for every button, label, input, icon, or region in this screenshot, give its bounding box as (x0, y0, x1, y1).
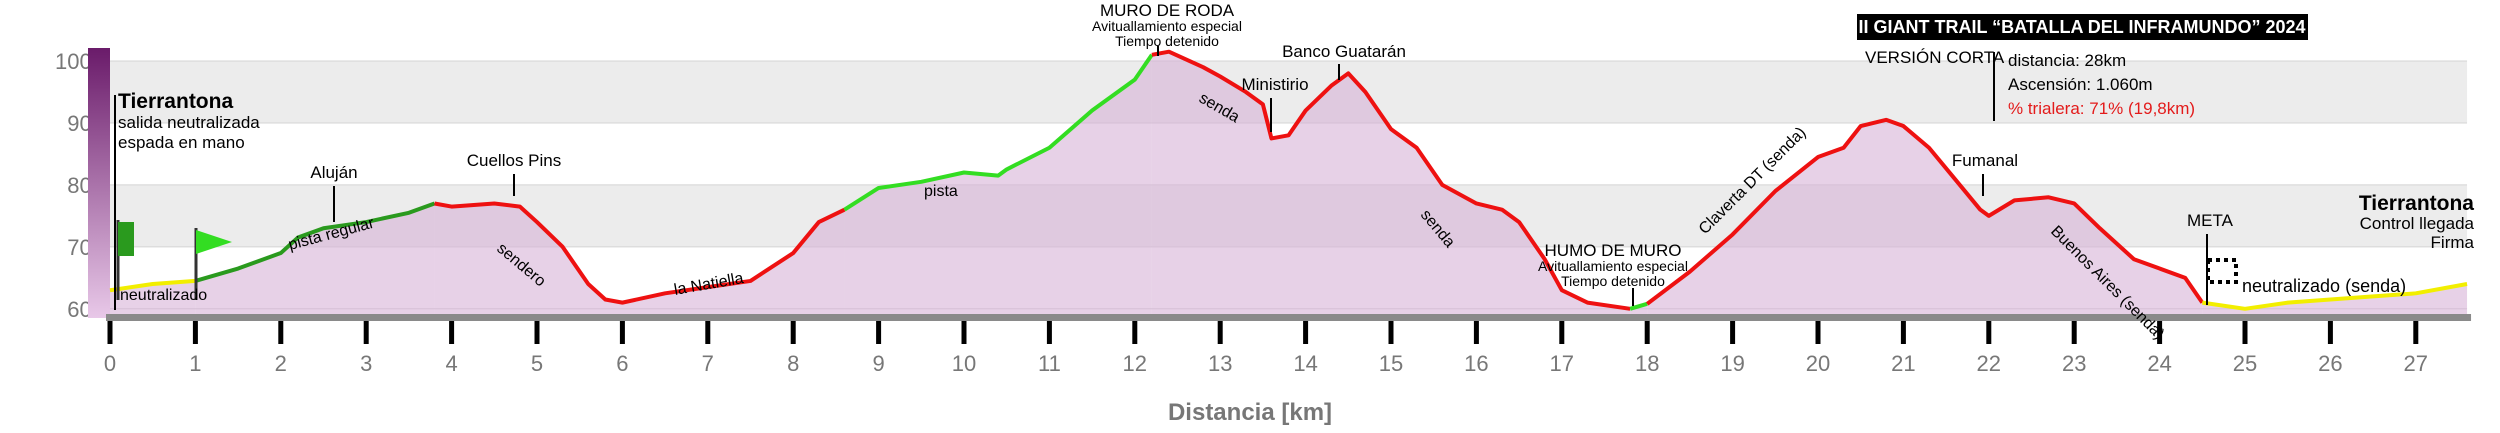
elevation-area (110, 280, 196, 315)
flag (196, 230, 232, 254)
elevation-area (1151, 51, 1631, 316)
info-line: distancia: 28km (2008, 51, 2126, 70)
annotation: Firma (2431, 233, 2475, 252)
x-tick-label: 24 (2147, 351, 2171, 376)
x-axis-bar (106, 314, 2472, 321)
annotation: Avituallamiento especial (1092, 18, 1242, 34)
x-tick-label: 0 (104, 351, 116, 376)
x-tick-label: 9 (872, 351, 884, 376)
x-tick-label: 22 (1977, 351, 2001, 376)
x-tick-label: 18 (1635, 351, 1659, 376)
annotation: MURO DE RODA (1100, 1, 1235, 20)
elevation-line (1151, 49, 1631, 311)
x-tick-label: 11 (1038, 351, 1061, 376)
x-tick-label: 3 (360, 351, 372, 376)
x-tick-label: 27 (2404, 351, 2428, 376)
annotation: Cuellos Pins (467, 151, 562, 170)
segment-label: neutralizado (senda) (2242, 276, 2406, 296)
segment-label: pista (924, 183, 958, 200)
elevation-area (1647, 119, 2203, 315)
annotation: META (2187, 211, 2234, 230)
segment-label: neutralizado (120, 287, 207, 304)
annotation: Avituallamiento especial (1538, 258, 1688, 274)
x-tick-label: 12 (1123, 351, 1147, 376)
elevation-line (194, 201, 436, 283)
x-tick-label: 4 (445, 351, 457, 376)
elevation-line (1645, 117, 2204, 306)
title-box (1857, 14, 2308, 40)
finish-flag (2206, 258, 2238, 284)
x-tick-label: 13 (1208, 351, 1232, 376)
x-tick-label: 15 (1379, 351, 1403, 376)
x-tick-label: 7 (702, 351, 714, 376)
annotation: Aluján (310, 163, 357, 182)
x-tick-label: 23 (2062, 351, 2086, 376)
annotation: Control llegada (2360, 214, 2475, 233)
annotation: Tiempo detenido (1115, 33, 1219, 49)
x-tick-label: 1 (189, 351, 201, 376)
annotation: Fumanal (1952, 151, 2018, 170)
annotation: Tiempo detenido (1561, 273, 1665, 289)
x-axis-title: Distancia [km] (1168, 399, 1332, 426)
x-tick-label: 10 (952, 351, 976, 376)
chart-title: II GIANT TRAIL “BATALLA DEL INFRAMUNDO” … (1858, 17, 2305, 37)
elevation-area (844, 54, 1152, 315)
info-line: % trialera: 71% (19,8km) (2008, 99, 2195, 118)
x-tick-label: 8 (787, 351, 799, 376)
elevation-area (434, 203, 845, 315)
annotation: espada en mano (118, 133, 245, 152)
elevation-area (195, 203, 435, 315)
x-tick-label: 21 (1891, 351, 1915, 376)
annotation: Tierrantona (2359, 192, 2474, 215)
annotation: Ministirio (1241, 75, 1308, 94)
annotation: HUMO DE MURO (1545, 241, 1682, 260)
x-tick-label: 17 (1550, 351, 1574, 376)
x-tick-label: 20 (1806, 351, 1830, 376)
annotation: Banco Guatarán (1282, 42, 1406, 61)
x-tick-label: 2 (275, 351, 287, 376)
grid-band (110, 60, 2468, 123)
annotation: Tierrantona (118, 90, 233, 113)
x-tick-label: 26 (2318, 351, 2342, 376)
flag (118, 222, 134, 256)
x-tick-label: 5 (531, 351, 543, 376)
x-tick-label: 25 (2233, 351, 2257, 376)
elevation-line (2202, 282, 2468, 311)
x-tick-label: 6 (616, 351, 628, 376)
subtitle: VERSIÓN CORTA (1865, 48, 2005, 67)
elevation-bar (88, 48, 110, 318)
elevation-line (109, 278, 196, 293)
annotation: salida neutralizada (118, 113, 260, 132)
x-tick-label: 19 (1720, 351, 1744, 376)
elevation-line (434, 201, 846, 305)
info-line: Ascensión: 1.060m (2008, 75, 2153, 94)
elevation-line (1629, 301, 1648, 311)
x-tick-label: 16 (1464, 351, 1488, 376)
x-tick-label: 14 (1293, 351, 1317, 376)
elevation-line (843, 53, 1154, 212)
plot: 0 1 2 3 4 5 6 7 8 9 10 11 12 13 14 15 16 17 18 19 20 21 22 23 24… (104, 49, 2472, 376)
